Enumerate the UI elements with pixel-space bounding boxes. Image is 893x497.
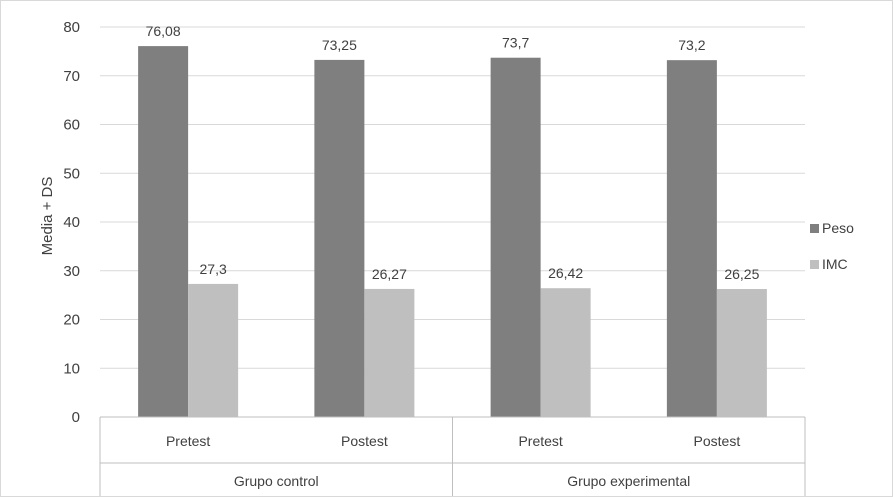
data-label: 26,27 (372, 266, 407, 282)
y-tick-label: 50 (63, 165, 80, 182)
x-tick-label: Pretest (166, 433, 210, 449)
bar-imc-3 (716, 289, 767, 417)
x-tick-label: Postest (694, 433, 741, 449)
data-label: 26,25 (724, 266, 759, 282)
data-label: 73,25 (322, 37, 357, 53)
data-label: 73,2 (678, 37, 705, 53)
legend-swatch-peso (810, 224, 819, 233)
y-tick-label: 80 (63, 19, 80, 36)
x-group-label: Grupo control (234, 473, 319, 489)
bar-imc-1 (364, 288, 415, 417)
bars (138, 46, 767, 418)
bar-peso-1 (314, 59, 365, 417)
y-tick-label: 30 (63, 263, 80, 280)
data-label: 27,3 (200, 261, 227, 277)
x-axis: Pretest Postest Pretest Postest Grupo contro… (99, 416, 806, 496)
data-label: 26,42 (548, 265, 583, 281)
bar-imc-0 (188, 283, 239, 417)
bar-imc-2 (540, 288, 591, 417)
data-labels: 76,08 27,3 73,25 26,27 73,7 26,42 73,2 26,25 (146, 23, 760, 282)
bar-peso-2 (490, 57, 541, 418)
y-axis-label: Media + DS (39, 177, 56, 256)
y-tick-label: 10 (63, 360, 80, 377)
y-tick-label: 60 (63, 117, 80, 134)
y-axis-ticks: 0 10 20 30 40 50 60 70 80 (63, 19, 80, 426)
bar-peso-3 (666, 60, 717, 418)
legend-label-imc: IMC (822, 256, 848, 272)
legend-label-peso: Peso (822, 220, 854, 236)
y-tick-label: 40 (63, 214, 80, 231)
y-tick-label: 70 (63, 68, 80, 85)
legend-swatch-imc (810, 260, 819, 269)
x-tick-label: Postest (341, 433, 388, 449)
x-tick-label: Pretest (518, 433, 562, 449)
data-label: 76,08 (146, 23, 181, 39)
legend: Peso IMC (810, 220, 854, 272)
data-label: 73,7 (502, 35, 529, 51)
y-tick-label: 0 (72, 409, 80, 426)
bar-peso-0 (138, 46, 189, 418)
y-tick-label: 20 (63, 312, 80, 329)
x-group-label: Grupo experimental (567, 473, 690, 489)
